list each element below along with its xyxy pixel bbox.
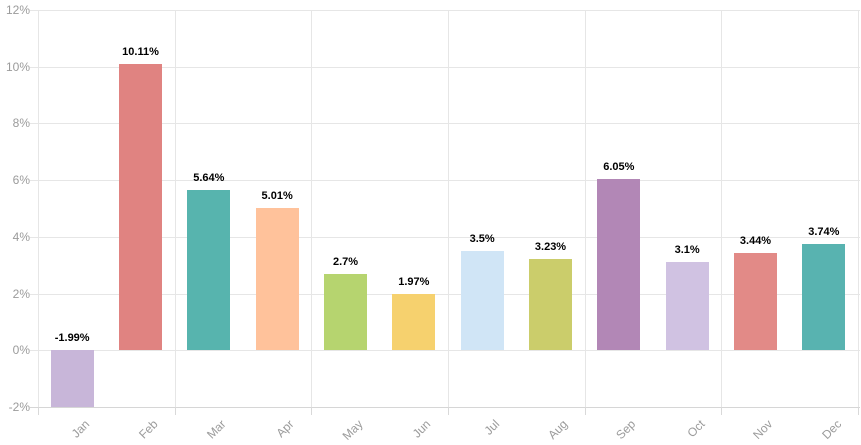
bar-jun[interactable] bbox=[392, 294, 436, 351]
bar-value-label-dec: 3.74% bbox=[808, 226, 840, 239]
bar-mar[interactable] bbox=[187, 190, 231, 351]
bar-value-label-may: 2.7% bbox=[332, 255, 359, 268]
x-gridline-1 bbox=[174, 10, 176, 407]
bar-jul[interactable] bbox=[460, 251, 504, 351]
bar-sep[interactable] bbox=[597, 178, 641, 351]
y-gridline-12 bbox=[30, 10, 860, 11]
x-tick-label-jun: Jun bbox=[410, 417, 434, 441]
x-tick-label-apr: Apr bbox=[273, 417, 298, 441]
bar-value-label-jan: -1.99% bbox=[54, 332, 90, 345]
y-gridline-6 bbox=[30, 180, 860, 182]
x-tick-label-feb: Feb bbox=[135, 417, 161, 442]
y-tick-label-8: 8% bbox=[12, 116, 30, 131]
bar-value-label-jul: 3.5% bbox=[469, 233, 495, 246]
y-tick-label-4: 4% bbox=[12, 229, 30, 244]
bar-value-label-feb: 10.11% bbox=[122, 45, 159, 58]
y-gridline-0 bbox=[30, 350, 860, 352]
bar-nov[interactable] bbox=[734, 252, 777, 351]
y-gridline--2 bbox=[30, 407, 860, 408]
bar-value-label-aug: 3.23% bbox=[534, 240, 567, 253]
bar-jan[interactable] bbox=[50, 350, 94, 407]
bar-value-label-oct: 3.1% bbox=[674, 244, 700, 257]
x-tick-label-jul: Jul bbox=[481, 417, 503, 438]
x-gridline-6 bbox=[858, 10, 859, 407]
x-tick-label-mar: Mar bbox=[204, 417, 229, 442]
x-axis-tick-3 bbox=[448, 407, 449, 415]
y-tick-label-10: 10% bbox=[5, 59, 30, 74]
x-tick-label-aug: Aug bbox=[545, 417, 571, 443]
x-axis-tick-1 bbox=[174, 407, 176, 415]
bar-dec[interactable] bbox=[802, 244, 846, 351]
x-axis-tick-5 bbox=[721, 407, 723, 415]
y-gridline-10 bbox=[30, 66, 860, 68]
y-tick-label-12: 12% bbox=[5, 3, 30, 17]
x-axis-tick-0 bbox=[38, 407, 39, 415]
bar-may[interactable] bbox=[324, 273, 367, 351]
bar-value-label-jun: 1.97% bbox=[398, 276, 430, 289]
bar-apr[interactable] bbox=[255, 208, 299, 351]
x-axis-tick-4 bbox=[584, 407, 586, 415]
x-tick-label-sep: Sep bbox=[613, 417, 639, 443]
x-gridline-3 bbox=[448, 10, 449, 407]
bar-oct[interactable] bbox=[665, 262, 709, 351]
bar-value-label-apr: 5.01% bbox=[261, 190, 293, 203]
x-gridline-5 bbox=[721, 10, 723, 407]
y-tick-label-6: 6% bbox=[12, 173, 30, 188]
y-tick-label--2: -2% bbox=[8, 400, 30, 414]
y-tick-label-0: 0% bbox=[12, 343, 30, 358]
bar-value-label-mar: 5.64% bbox=[193, 172, 225, 185]
bar-value-label-sep: 6.05% bbox=[603, 160, 635, 173]
x-tick-label-jan: Jan bbox=[68, 417, 93, 441]
bar-value-label-nov: 3.44% bbox=[739, 234, 772, 247]
y-gridline-2 bbox=[30, 293, 860, 295]
x-gridline-4 bbox=[584, 10, 586, 407]
x-axis-tick-2 bbox=[311, 407, 313, 415]
x-gridline-2 bbox=[311, 10, 313, 407]
bar-feb[interactable] bbox=[119, 63, 162, 351]
y-gridline-8 bbox=[30, 123, 860, 125]
x-axis-tick-6 bbox=[858, 407, 859, 415]
x-tick-label-nov: Nov bbox=[750, 417, 776, 442]
y-tick-label-2: 2% bbox=[12, 286, 30, 301]
x-tick-label-dec: Dec bbox=[818, 417, 844, 442]
x-tick-label-oct: Oct bbox=[683, 417, 708, 441]
x-tick-label-may: May bbox=[339, 417, 366, 443]
y-gridline-4 bbox=[30, 236, 860, 238]
x-gridline-0 bbox=[38, 10, 39, 407]
bar-aug[interactable] bbox=[529, 258, 572, 351]
